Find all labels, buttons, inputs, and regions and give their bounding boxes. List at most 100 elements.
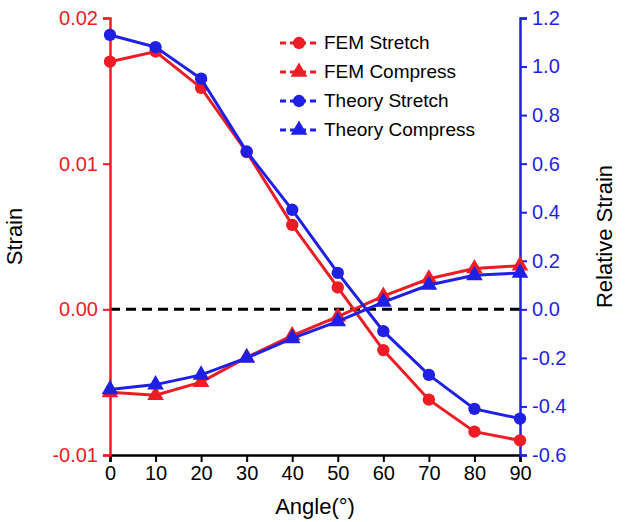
tick-label: 0.01 <box>59 153 98 175</box>
tick: 90 <box>509 455 531 484</box>
legend-marker <box>291 62 308 76</box>
marker <box>104 56 116 68</box>
tick: 0.4 <box>520 201 560 223</box>
tick-label: 40 <box>282 462 304 484</box>
tick-mark <box>292 455 294 462</box>
tick-label: 0.02 <box>59 7 98 29</box>
marker <box>193 365 210 379</box>
legend: FEM StretchFEM CompressTheory StretchThe… <box>280 32 475 140</box>
legend-marker <box>293 95 305 107</box>
tick-label: 90 <box>509 462 531 484</box>
legend-item: Theory Compress <box>280 119 475 140</box>
marker <box>332 267 344 279</box>
legend-item: FEM Compress <box>280 61 456 82</box>
marker <box>149 41 161 53</box>
legend-marker <box>293 37 305 49</box>
legend-label: Theory Compress <box>324 119 475 140</box>
series-line <box>110 52 520 441</box>
y2-axis: -0.6 -0.4 -0.2 0.0 0.2 0.4 0.6 0.8 1.0 1.2 <box>520 7 566 466</box>
tick-label: 0.8 <box>532 104 560 126</box>
marker <box>329 312 346 326</box>
tick: 10 <box>145 455 167 484</box>
legend-item: FEM Stretch <box>280 32 430 53</box>
tick-label: 1.2 <box>532 7 560 29</box>
tick-mark <box>383 455 385 462</box>
axis-line <box>111 456 521 463</box>
tick: 0.8 <box>520 104 560 126</box>
tick: 1.0 <box>520 55 560 77</box>
marker <box>332 281 344 293</box>
marker <box>423 393 435 405</box>
tick: 0.6 <box>520 153 560 175</box>
tick-label: 1.0 <box>532 55 560 77</box>
tick: 0.02 <box>59 7 110 29</box>
marker <box>466 266 483 280</box>
tick: 0.0 <box>520 298 560 320</box>
tick-mark <box>520 212 527 214</box>
tick: -0.01 <box>52 444 110 466</box>
tick: 40 <box>282 455 304 484</box>
tick-mark <box>520 115 527 117</box>
tick-mark <box>103 455 110 457</box>
tick: -0.2 <box>520 347 566 369</box>
tick-label: 0.0 <box>532 298 560 320</box>
tick-label: 0.2 <box>532 250 560 272</box>
series-line <box>110 266 520 396</box>
marker <box>284 329 301 343</box>
tick-mark <box>103 163 110 165</box>
tick-label: 0.00 <box>59 298 98 320</box>
marker <box>377 325 389 337</box>
tick-mark <box>474 455 476 462</box>
tick-label: 30 <box>236 462 258 484</box>
x-axis-title: Angle(°) <box>275 494 355 519</box>
marker <box>421 275 438 289</box>
tick-label: 50 <box>327 462 349 484</box>
tick-mark <box>520 163 527 165</box>
tick-mark <box>428 455 430 462</box>
tick-mark <box>520 18 527 20</box>
y2-axis-title: Relative Strain <box>592 165 617 308</box>
tick-mark <box>520 309 527 311</box>
tick-mark <box>520 406 527 408</box>
tick: 0.00 <box>59 298 110 320</box>
marker <box>514 412 526 424</box>
tick: 0 <box>105 455 116 484</box>
marker <box>102 380 119 394</box>
marker <box>514 434 526 446</box>
x-axis: 0 10 20 30 40 50 60 70 80 90 <box>105 455 532 484</box>
marker <box>240 145 252 157</box>
chart: 0 10 20 30 40 50 60 70 80 90 -0.01 0.00 0.01 0.02 -0.6… <box>0 0 626 522</box>
marker <box>468 426 480 438</box>
tick-label: 80 <box>464 462 486 484</box>
series-line <box>110 35 520 419</box>
tick-label: 0 <box>105 462 116 484</box>
tick-mark <box>337 455 339 462</box>
marker <box>377 344 389 356</box>
marker <box>468 403 480 415</box>
tick-mark <box>520 357 527 359</box>
tick-mark <box>103 309 110 311</box>
tick-label: 0.6 <box>532 153 560 175</box>
marker <box>104 29 116 41</box>
tick-label: 0.4 <box>532 201 560 223</box>
tick-label: 10 <box>145 462 167 484</box>
tick: 60 <box>373 455 395 484</box>
tick-label: -0.2 <box>532 347 566 369</box>
tick: -0.4 <box>520 395 566 417</box>
tick: 50 <box>327 455 349 484</box>
tick-label: -0.01 <box>52 444 98 466</box>
y-axis-title: Strain <box>2 208 27 265</box>
tick-label: 60 <box>373 462 395 484</box>
tick: -0.6 <box>520 444 566 466</box>
tick-label: 70 <box>418 462 440 484</box>
tick: 30 <box>236 455 258 484</box>
tick-label: -0.4 <box>532 395 566 417</box>
series-line <box>110 273 520 390</box>
marker <box>286 204 298 216</box>
tick-mark <box>155 455 157 462</box>
tick-mark <box>103 18 110 20</box>
marker <box>286 219 298 231</box>
tick: 20 <box>190 455 212 484</box>
reference-line <box>110 308 520 311</box>
tick-mark <box>201 455 203 462</box>
